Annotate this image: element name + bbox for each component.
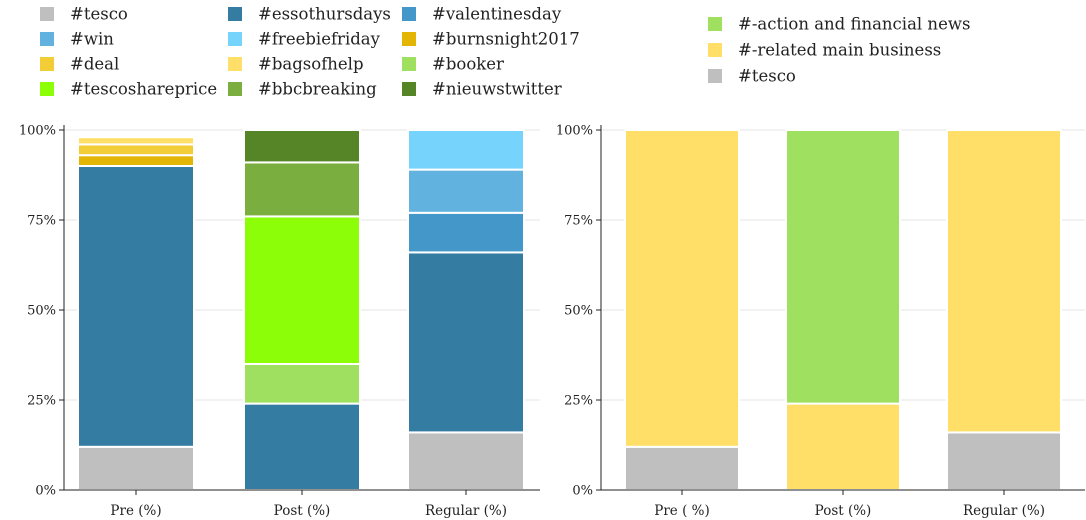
y-tick-label: 0%: [572, 484, 593, 499]
x-category-label: Pre (%): [110, 503, 161, 519]
y-tick-label: 25%: [564, 394, 593, 409]
legend-label-booker: #booker: [432, 55, 504, 74]
bar-segment-essothursdays-regular: [407, 251, 525, 434]
bar-segment-booker-post: [243, 363, 361, 405]
bar-segment-related-main-business-pre: [624, 129, 740, 448]
y-tick-label: 25%: [27, 394, 56, 409]
legend-swatch-valentinesday: [402, 7, 416, 21]
chart-right: 0% 25% 50% 75% 100% Pre ( %) Post (%) Regular (…: [556, 124, 1085, 519]
y-tick-label: 100%: [19, 124, 56, 139]
legend-swatch-bagsofhelp: [228, 57, 242, 71]
legend-label-nieuwstwitter: #nieuwstwitter: [432, 80, 562, 99]
legend-label-tesco: #tesco: [738, 67, 796, 86]
legend-swatch-bbcbreaking: [228, 82, 242, 96]
y-tick-label: 0%: [35, 484, 56, 499]
legend-swatch-related-main-business: [708, 43, 722, 57]
bar-segment-related-main-business-regular: [946, 129, 1062, 434]
x-category-label: Regular (%): [963, 503, 1045, 519]
legend-swatch-tesco: [40, 7, 54, 21]
legend-label-essothursdays: #essothursdays: [258, 5, 391, 24]
bar-segment-valentinesday-regular: [407, 211, 525, 254]
bar-segment-tesco-pre: [77, 445, 195, 491]
legend-swatch-essothursdays: [228, 7, 242, 21]
bar-segment-tesco-pre: [624, 445, 740, 491]
x-category-label: Regular (%): [425, 503, 507, 519]
legend-label-freebiefriday: #freebiefriday: [258, 30, 381, 49]
legend-label-tescoshareprice: #tescoshareprice: [70, 80, 217, 99]
bar-segment-bagsofhelp-pre: [77, 136, 195, 146]
legend-swatch-burnsnight2017: [402, 32, 416, 46]
legend-label-burnsnight2017: #burnsnight2017: [432, 30, 580, 49]
legend-swatch-tesco: [708, 69, 722, 83]
y-tick-label: 100%: [556, 124, 593, 139]
legend-swatch-freebiefriday: [228, 32, 242, 46]
chart-left: 0% 25% 50% 75% 100% Pre (%) Post (%) Regular (%…: [19, 124, 540, 519]
legend-swatch-deal: [40, 57, 54, 71]
bar-segment-burnsnight2017-pre: [77, 154, 195, 167]
y-tick-label: 50%: [27, 304, 56, 319]
legend-label-bbcbreaking: #bbcbreaking: [258, 80, 377, 99]
bar-segment-bbcbreaking-post: [243, 161, 361, 218]
legend-label-win: #win: [70, 30, 114, 49]
bar-segment-nieuwstwitter-post: [243, 129, 361, 164]
bar-segment-essothursdays-pre: [77, 165, 195, 448]
x-category-label: Post (%): [274, 503, 331, 519]
legend-layer: #tesco #win #deal #tescoshareprice #essothur…: [40, 5, 970, 99]
legend-swatch-nieuwstwitter: [402, 82, 416, 96]
legend-label-related-main-business: #-related main business: [738, 41, 941, 60]
bar-segment-tescoshareprice-post: [243, 215, 361, 365]
legend-swatch-booker: [402, 57, 416, 71]
legend-label-bagsofhelp: #bagsofhelp: [258, 55, 364, 74]
x-category-label: Post (%): [815, 503, 872, 519]
bar-segment-essothursdays-post: [243, 402, 361, 492]
legend-label-action-and-financial-news: #-action and financial news: [738, 15, 970, 34]
legend-swatch-action-and-financial-news: [708, 17, 722, 31]
y-tick-label: 75%: [564, 214, 593, 229]
legend-label-deal: #deal: [70, 55, 119, 74]
legend-label-tesco: #tesco: [70, 5, 128, 24]
x-category-label: Pre ( %): [654, 503, 709, 519]
legend-swatch-tescoshareprice: [40, 82, 54, 96]
y-tick-label: 50%: [564, 304, 593, 319]
bar-segment-deal-pre: [77, 143, 195, 157]
bar-segment-action-and-financial-news-post: [785, 129, 901, 405]
bar-segment-related-main-business-post: [785, 402, 901, 492]
bar-segment-freebiefriday-regular: [407, 129, 525, 171]
y-tick-label: 75%: [27, 214, 56, 229]
bar-segment-tesco-regular: [407, 431, 525, 491]
bar-segment-tesco-regular: [946, 431, 1062, 491]
bar-segment-win-regular: [407, 168, 525, 214]
legend-swatch-win: [40, 32, 54, 46]
legend-label-valentinesday: #valentinesday: [432, 5, 562, 24]
